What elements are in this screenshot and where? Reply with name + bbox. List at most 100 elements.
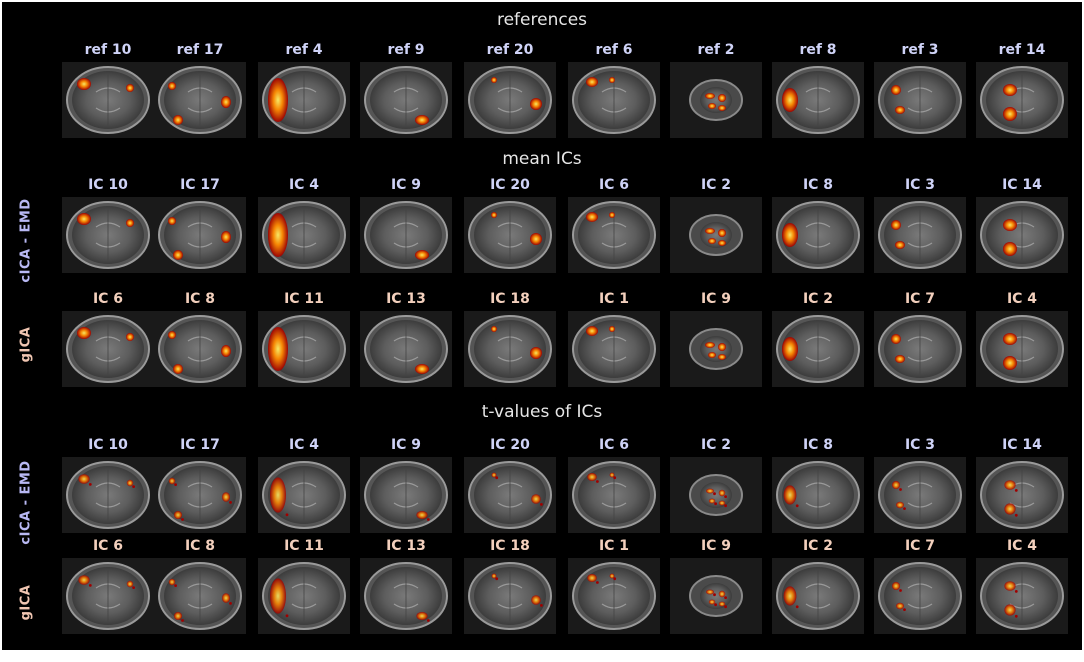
activation-blob	[126, 219, 134, 227]
activation-blob	[706, 488, 714, 494]
activation-blob	[892, 582, 900, 590]
figure-panel: references mean ICs t-values of ICs cICA…	[2, 2, 1082, 650]
slice-caption: ref 14	[998, 42, 1046, 58]
activation-blob	[168, 217, 176, 225]
brain-slice-cell: IC 14	[976, 437, 1068, 537]
brain-slice-image	[360, 62, 452, 138]
brain-slice-image	[258, 197, 350, 273]
activation-blob	[415, 115, 429, 125]
brain-slice-image	[976, 197, 1068, 273]
brain-slice-cell: IC 7	[874, 291, 966, 391]
activation-speck	[495, 577, 499, 581]
slice-caption: ref 6	[595, 42, 633, 58]
brain-slice-image	[670, 311, 762, 387]
activation-speck	[426, 619, 430, 622]
slice-caption: ref 9	[387, 42, 425, 58]
activation-blob	[1004, 503, 1016, 515]
activation-blob	[126, 333, 134, 341]
activation-blob	[718, 354, 726, 360]
activation-speck	[795, 504, 799, 508]
activation-speck	[613, 476, 617, 480]
slice-caption: ref 3	[901, 42, 939, 58]
slice-caption: ref 4	[285, 42, 323, 58]
brain-slice-cell: IC 13	[360, 291, 452, 391]
brain-slice-image	[772, 311, 864, 387]
activation-blob	[78, 474, 90, 484]
activation-blob	[1003, 84, 1017, 96]
activation-blob	[891, 85, 901, 95]
activation-blob	[222, 593, 230, 603]
brain-slice-image	[154, 62, 246, 138]
brain-slice-image	[568, 197, 660, 273]
activation-blob	[718, 590, 726, 598]
slice-caption: IC 13	[386, 538, 426, 554]
brain-slice-cell: IC 4	[258, 177, 350, 277]
brain-slice-image	[464, 197, 556, 273]
brain-slice-cell: IC 8	[772, 177, 864, 277]
brain-slice-image	[874, 62, 966, 138]
brain-slice-image	[568, 558, 660, 634]
brain-slice-cell: IC 2	[670, 437, 762, 537]
activation-blob	[77, 78, 91, 90]
slice-caption: IC 10	[88, 437, 128, 453]
activation-blob	[416, 612, 428, 620]
activation-blob	[1003, 242, 1017, 256]
brain-slice-image	[464, 558, 556, 634]
brain-slice-image	[568, 457, 660, 533]
brain-slice-cell: IC 11	[258, 291, 350, 391]
brain-slice-cell: ref 3	[874, 42, 966, 142]
brain-slice-cell: IC 3	[874, 177, 966, 277]
brain-slice-cell: IC 8	[154, 538, 246, 638]
activation-speck	[88, 584, 92, 587]
activation-blob	[782, 223, 798, 247]
activation-blob	[77, 213, 91, 225]
brain-slice-cell: IC 1	[568, 291, 660, 391]
brain-slice-cell: ref 17	[154, 42, 246, 142]
brain-slice-cell: IC 7	[874, 538, 966, 638]
slice-caption: IC 1	[598, 538, 630, 554]
activation-blob	[705, 228, 715, 234]
activation-blob	[708, 599, 716, 605]
brain-slice-image	[976, 558, 1068, 634]
activation-speck	[229, 501, 232, 504]
slice-caption: IC 7	[904, 291, 936, 307]
slice-caption: ref 2	[697, 42, 735, 58]
slice-caption: IC 17	[180, 437, 220, 453]
activation-blob	[718, 229, 726, 237]
brain-slice-cell: IC 11	[258, 538, 350, 638]
brain-slice-cell: IC 18	[464, 538, 556, 638]
slice-caption: IC 17	[180, 177, 220, 193]
activation-blob	[609, 472, 615, 478]
brain-slice-image	[464, 62, 556, 138]
activation-blob	[718, 601, 726, 607]
activation-speck	[613, 577, 617, 581]
activation-blob	[530, 98, 542, 110]
activation-speck	[495, 476, 499, 480]
activation-blob	[491, 212, 497, 218]
row-t-gica: IC 6 IC 8 IC 11 IC 13 IC 18 IC 1 IC 9 IC 2 IC 7 I…	[2, 538, 1082, 638]
section-title-mean-ics: mean ICs	[502, 149, 582, 169]
slice-caption: IC 3	[904, 437, 936, 453]
brain-slice-image	[874, 457, 966, 533]
brain-slice-cell: IC 6	[62, 291, 154, 391]
activation-blob	[706, 589, 714, 595]
activation-speck	[713, 593, 716, 597]
brain-slice-cell: ref 9	[360, 42, 452, 142]
activation-speck	[540, 503, 543, 506]
activation-blob	[609, 326, 615, 332]
brain-slice-cell: IC 4	[258, 437, 350, 537]
brain-slice-cell: ref 10	[62, 42, 154, 142]
slice-caption: IC 20	[490, 437, 530, 453]
row-t-cica: IC 10 IC 17 IC 4 IC 9 IC 20 IC 6 IC 2 IC 8 IC 3 I…	[2, 437, 1082, 537]
brain-slice-image	[874, 197, 966, 273]
activation-blob	[609, 573, 615, 579]
activation-blob	[268, 78, 288, 122]
brain-slice-cell: ref 8	[772, 42, 864, 142]
brain-slice-image	[464, 457, 556, 533]
brain-slice-image	[62, 62, 154, 138]
activation-blob	[168, 578, 176, 586]
activation-blob	[1003, 333, 1017, 345]
activation-blob	[415, 250, 429, 260]
activation-blob	[718, 489, 726, 497]
slice-caption: IC 18	[490, 291, 530, 307]
